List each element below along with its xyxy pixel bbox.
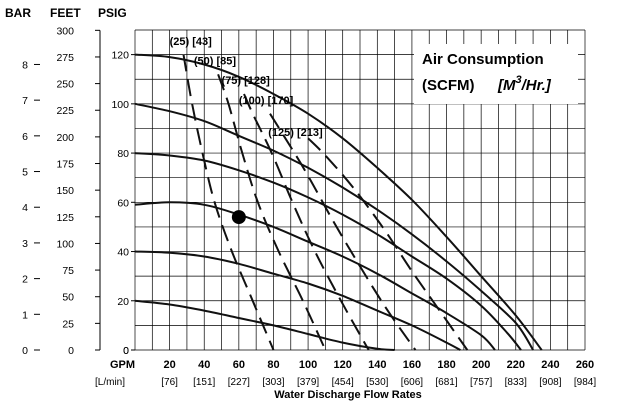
air-consumption-label: (100) [170] — [239, 95, 294, 107]
air-consumption-curves — [182, 54, 469, 351]
x-metric-tick-label: [681] — [435, 377, 457, 388]
x-metric-tick-label: [76] — [161, 377, 178, 388]
feet-tick-label: 100 — [56, 238, 74, 250]
psig-axis: 0 20 40 60 80 100 120 — [111, 50, 135, 357]
bar-tick-label: 8 — [22, 59, 28, 71]
psig-tick-label: 100 — [111, 99, 129, 111]
x-tick-label: 40 — [198, 359, 210, 371]
x-metric-tick-label: [757] — [470, 377, 492, 388]
psig-tick-label: 120 — [111, 50, 129, 62]
operating-point-marker — [231, 210, 246, 225]
feet-tick-label: 200 — [56, 132, 74, 144]
x-tick-label: 160 — [403, 359, 421, 371]
feet-axis: 0 25 50 75 100 125 150 175 200 225 250 275 300 — [56, 25, 101, 357]
bar-axis: 0 1 2 3 4 5 6 7 8 — [22, 59, 40, 357]
x-tick-label: 180 — [437, 359, 455, 371]
bar-tick-label: 4 — [22, 202, 28, 214]
bar-tick-label: 0 — [22, 345, 28, 357]
x-tick-label: 20 — [163, 359, 175, 371]
x-tick-label: 80 — [267, 359, 279, 371]
feet-tick-label: 150 — [56, 185, 74, 197]
feet-tick-label: 275 — [56, 52, 74, 64]
air-consumption-curve — [182, 54, 275, 351]
air-consumption-labels: (25) [43] (50) [85] (75) [128] (100) [170] (… — [170, 36, 323, 139]
feet-tick-label: 175 — [56, 159, 74, 171]
bar-tick-label: 5 — [22, 167, 28, 179]
x-metric-tick-label: [833] — [505, 377, 527, 388]
performance-curve — [134, 53, 543, 351]
bar-tick-label: 1 — [22, 309, 28, 321]
x-tick-label: 120 — [334, 359, 352, 371]
x-tick-label: 200 — [472, 359, 490, 371]
x-axis: 20 [76] 40 [151] 60 [227] 80 [303] 100 [379] 120 [4… — [123, 345, 596, 388]
x-tick-label: 140 — [368, 359, 386, 371]
air-consumption-curve — [269, 113, 417, 351]
legend-background — [414, 44, 578, 104]
air-consumption-curve — [243, 93, 370, 351]
legend-metric: [M3/Hr.] — [497, 74, 552, 94]
psig-tick-label: 60 — [117, 197, 129, 209]
x-metric-tick-label: [908] — [539, 377, 561, 388]
x-tick-label: 240 — [541, 359, 559, 371]
performance-curve — [134, 201, 496, 351]
feet-tick-label: 25 — [62, 318, 74, 330]
x-tick-label: 220 — [507, 359, 525, 371]
legend-metric-sup: 3 — [516, 74, 522, 86]
psig-axis-header: PSIG — [98, 6, 127, 20]
bar-tick-label: 7 — [22, 95, 28, 107]
air-consumption-label: (75) [128] — [222, 75, 271, 87]
performance-curve — [134, 102, 534, 351]
feet-tick-label: 300 — [56, 25, 74, 37]
psig-tick-label: 20 — [117, 296, 129, 308]
feet-tick-label: 50 — [62, 292, 74, 304]
air-consumption-curve — [307, 137, 469, 351]
x-metric-tick-label: [379] — [297, 377, 319, 388]
x-metric-tick-label: [303] — [262, 377, 284, 388]
x-tick-label: 260 — [576, 359, 594, 371]
x-metric-unit-label: [L/min] — [95, 377, 125, 388]
feet-tick-label: 75 — [62, 265, 74, 277]
legend-title: Air Consumption — [422, 51, 544, 68]
x-metric-tick-label: [227] — [228, 377, 250, 388]
x-tick-label: 100 — [299, 359, 317, 371]
feet-tick-label: 125 — [56, 212, 74, 224]
x-unit-label: GPM — [110, 359, 135, 371]
legend-scfm: (SCFM) — [422, 77, 475, 94]
feet-tick-label: 0 — [68, 345, 74, 357]
psig-tick-label: 80 — [117, 148, 129, 160]
feet-axis-header: FEET — [50, 6, 81, 20]
psig-tick-label: 40 — [117, 247, 129, 259]
x-tick-label: 60 — [233, 359, 245, 371]
performance-curve — [134, 250, 461, 351]
air-consumption-label: (50) [85] — [194, 55, 237, 67]
x-zero-label: 0 — [123, 345, 129, 357]
x-metric-tick-label: [984] — [574, 377, 596, 388]
x-metric-tick-label: [454] — [332, 377, 354, 388]
performance-curves — [134, 53, 543, 351]
x-axis-title: Water Discharge Flow Rates — [274, 389, 422, 401]
performance-curve — [134, 299, 395, 351]
x-metric-tick-label: [530] — [366, 377, 388, 388]
bar-tick-label: 6 — [22, 131, 28, 143]
x-metric-tick-label: [606] — [401, 377, 423, 388]
bar-tick-label: 3 — [22, 238, 28, 250]
x-metric-tick-label: [151] — [193, 377, 215, 388]
bar-tick-label: 2 — [22, 274, 28, 286]
psig-tick-label: 0 — [123, 345, 129, 357]
legend-metric-main: [M — [497, 77, 516, 94]
legend: Air Consumption (SCFM) [M3/Hr.] — [414, 44, 578, 104]
legend-metric-tail: /Hr.] — [521, 77, 552, 94]
air-consumption-label: (125) [213] — [268, 127, 323, 139]
air-consumption-label: (25) [43] — [170, 36, 213, 48]
feet-tick-label: 250 — [56, 79, 74, 91]
feet-tick-label: 225 — [56, 105, 74, 117]
bar-axis-header: BAR — [5, 6, 31, 20]
operating-point-dot — [231, 210, 246, 225]
air-consumption-curve — [217, 73, 327, 351]
